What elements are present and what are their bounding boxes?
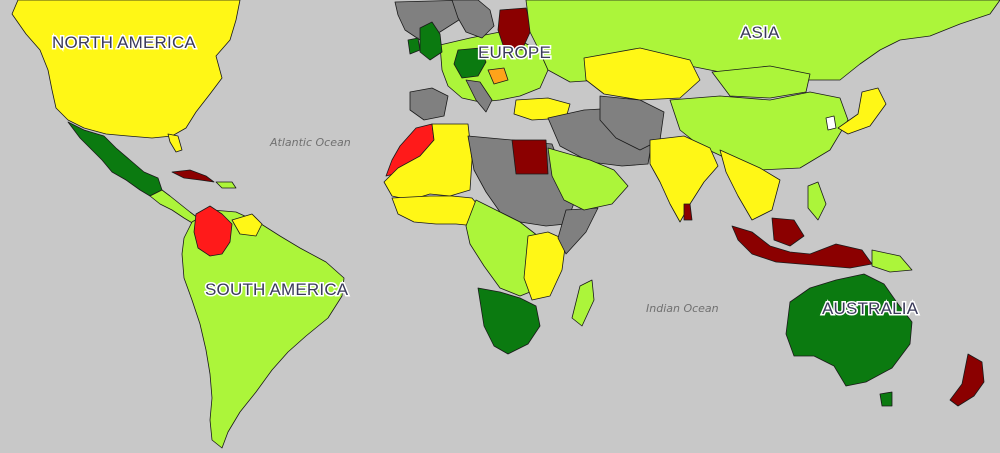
label-australia: AUSTRALIA [822, 299, 919, 318]
country-madagascar[interactable] [571, 279, 595, 327]
country-finland-baltics[interactable] [497, 7, 533, 51]
country-new-zealand[interactable] [949, 353, 985, 407]
country-caribbean[interactable] [215, 181, 237, 189]
country-iberia[interactable] [409, 87, 449, 121]
country-arabian-peninsula[interactable] [547, 147, 629, 211]
label-atlantic-ocean: Atlantic Ocean [269, 136, 351, 149]
country-japan[interactable] [837, 87, 887, 135]
country-papua-new-guinea[interactable] [871, 249, 913, 273]
country-venezuela[interactable] [231, 213, 263, 237]
country-korea[interactable] [825, 115, 837, 131]
country-canada-usa[interactable] [11, 0, 241, 139]
country-ireland[interactable] [407, 37, 421, 55]
country-mongolia[interactable] [711, 65, 811, 99]
country-france-germany[interactable] [453, 47, 487, 79]
country-borneo[interactable] [771, 217, 805, 247]
country-italy[interactable] [465, 79, 493, 113]
country-southeast-asia[interactable] [719, 149, 781, 221]
country-eastern-europe[interactable] [487, 67, 509, 85]
country-tasmania[interactable] [879, 391, 893, 407]
country-colombia[interactable] [193, 205, 233, 257]
country-cuba[interactable] [171, 169, 215, 183]
country-scandinavia[interactable] [451, 0, 495, 39]
country-uk[interactable] [419, 21, 443, 61]
label-south-america: SOUTH AMERICA [205, 280, 349, 299]
country-southern-africa[interactable] [477, 287, 541, 355]
country-philippines[interactable] [807, 181, 827, 221]
country-east-africa[interactable] [523, 231, 567, 301]
country-usa-florida[interactable] [167, 133, 183, 153]
label-asia: ASIA [740, 23, 780, 42]
label-indian-ocean: Indian Ocean [646, 302, 719, 315]
country-south-america[interactable] [181, 209, 345, 449]
country-egypt[interactable] [511, 139, 549, 175]
label-europe: EUROPE [478, 43, 551, 62]
country-australia[interactable] [785, 273, 913, 387]
country-sri-lanka[interactable] [683, 203, 693, 221]
country-kazakhstan[interactable] [583, 47, 701, 101]
label-north-america: NORTH AMERICA [52, 33, 196, 52]
